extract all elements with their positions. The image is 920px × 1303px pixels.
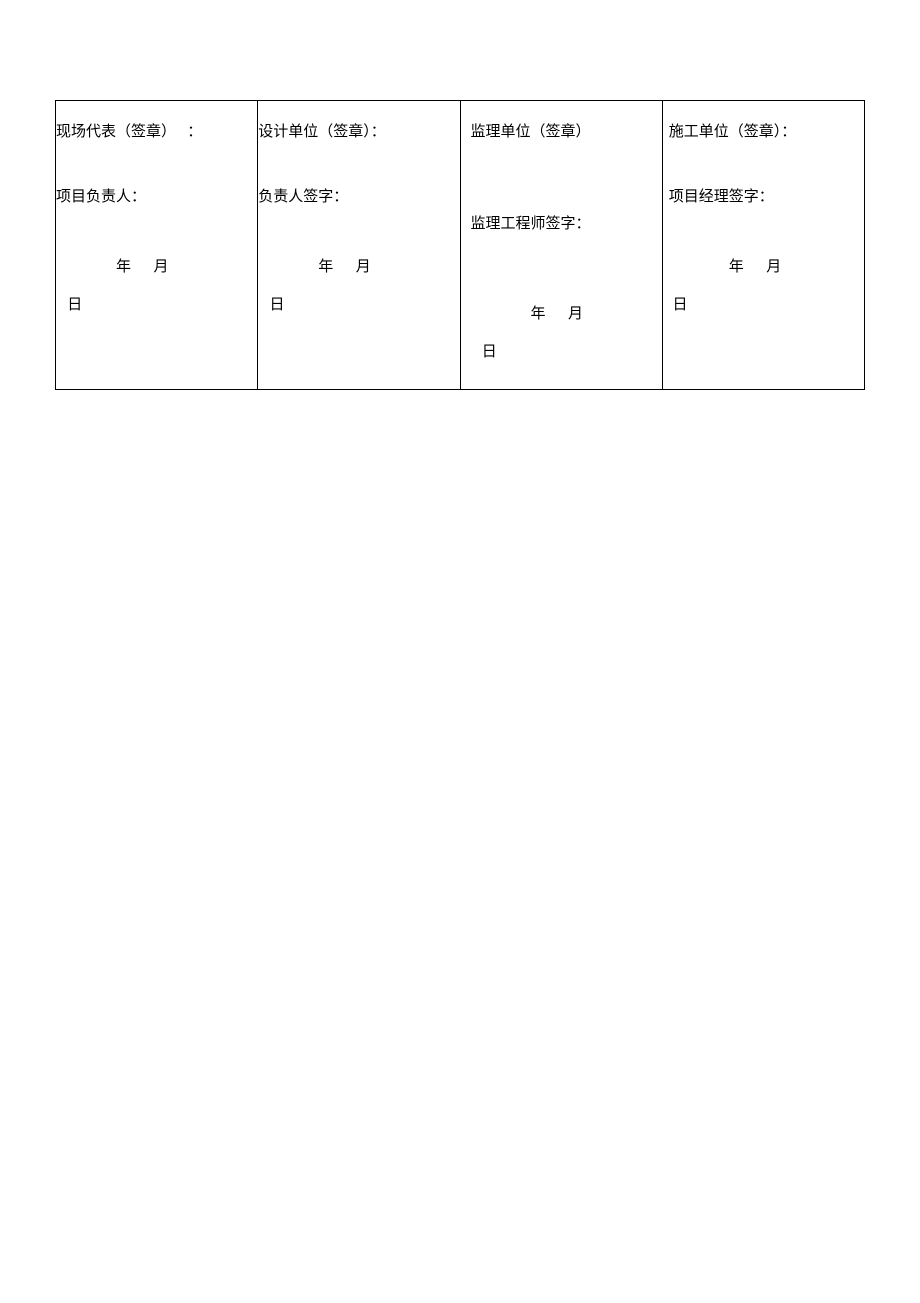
date-day: 日 <box>56 297 82 313</box>
header-label: 设计单位（签章）： <box>258 119 454 146</box>
date-year-month: 年 月 <box>56 259 169 275</box>
date-day: 日 <box>471 344 497 360</box>
signer-label: 项目经理签字： <box>663 184 859 211</box>
table-row: 现场代表（签章） ： 项目负责人： 年 月 日 设计单位（签章）： 负责人签字：… <box>56 101 865 390</box>
date-line: 年 月 日 <box>258 249 454 324</box>
date-year-month: 年 月 <box>669 259 782 275</box>
header-label: 施工单位（签章）： <box>663 119 859 146</box>
date-year-month: 年 月 <box>471 306 584 322</box>
date-line: 年 月 日 <box>663 249 859 324</box>
signature-table: 现场代表（签章） ： 项目负责人： 年 月 日 设计单位（签章）： 负责人签字：… <box>55 100 865 390</box>
cell-construction-unit: 施工单位（签章）： 项目经理签字： 年 月 日 <box>662 101 864 390</box>
header-label: 现场代表（签章） ： <box>56 119 252 146</box>
signer-label: 项目负责人： <box>56 184 252 211</box>
signer-label: 监理工程师签字： <box>461 184 657 238</box>
date-line: 年 月 日 <box>56 249 252 324</box>
cell-design-unit: 设计单位（签章）： 负责人签字： 年 月 日 <box>258 101 460 390</box>
date-day: 日 <box>669 297 688 313</box>
header-label: 监理单位（签章） <box>461 119 657 146</box>
cell-site-rep: 现场代表（签章） ： 项目负责人： 年 月 日 <box>56 101 258 390</box>
date-day: 日 <box>258 297 284 313</box>
signer-label: 负责人签字： <box>258 184 454 211</box>
cell-supervision-unit: 监理单位（签章） 监理工程师签字： 年 月 日 <box>460 101 662 390</box>
date-line: 年 月 日 <box>461 296 657 371</box>
date-year-month: 年 月 <box>258 259 371 275</box>
